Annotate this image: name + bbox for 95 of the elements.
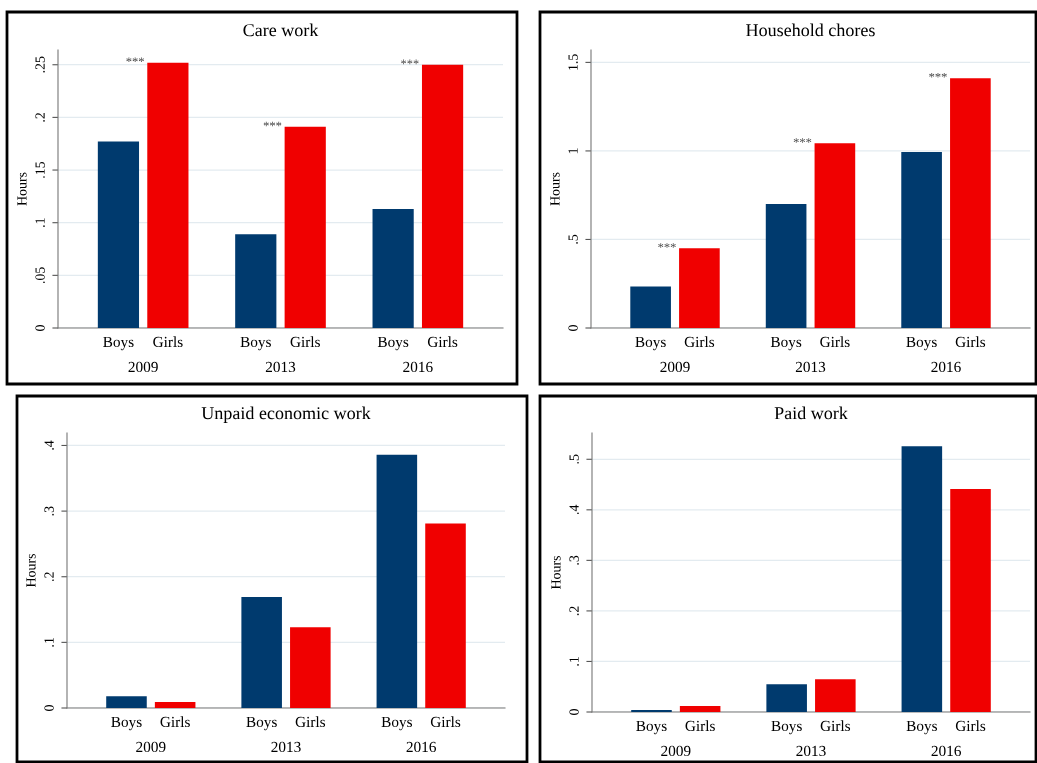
x-tick-label: 2016 bbox=[403, 361, 433, 373]
y-tick-label: .4 bbox=[569, 504, 579, 515]
bar bbox=[376, 454, 418, 708]
bar bbox=[901, 446, 943, 712]
text: Boys bbox=[377, 336, 409, 351]
bar bbox=[106, 696, 147, 708]
y-tick-label: .2 bbox=[569, 606, 579, 616]
chart-title: Care work bbox=[243, 23, 319, 37]
y-tick-label: .4 bbox=[44, 440, 54, 450]
text: Girls bbox=[955, 336, 986, 348]
chart-title: Household chores bbox=[746, 23, 875, 37]
y-tick-label: .1 bbox=[44, 637, 54, 647]
bar bbox=[425, 523, 466, 708]
bar bbox=[241, 597, 282, 708]
x-tick-label: 2016 bbox=[406, 741, 437, 753]
x-tick-label: 2009 bbox=[136, 741, 166, 753]
bar bbox=[765, 204, 807, 328]
x-tick-label: 2013 bbox=[795, 361, 826, 373]
annotation: *** bbox=[401, 59, 419, 65]
y-tick-label: 0 bbox=[568, 325, 578, 331]
annotation: *** bbox=[263, 121, 282, 127]
y-axis-title: Hours bbox=[550, 172, 560, 206]
text: Boys bbox=[381, 716, 412, 731]
bar bbox=[901, 151, 942, 328]
y-tick-label: .15 bbox=[35, 161, 45, 178]
bar bbox=[814, 143, 856, 328]
text: Boys bbox=[240, 336, 271, 351]
bar bbox=[235, 234, 277, 328]
series-label: Boys bbox=[636, 720, 667, 735]
y-axis-title: Hours bbox=[26, 554, 36, 588]
y-tick-label: .3 bbox=[569, 555, 579, 565]
y-axis-title: Hours bbox=[551, 556, 561, 590]
bar bbox=[372, 209, 414, 328]
x-tick-label: 2016 bbox=[931, 361, 961, 373]
x-tick-label: 2013 bbox=[265, 361, 296, 373]
text: Girls bbox=[290, 336, 320, 348]
y-tick-label: .2 bbox=[44, 572, 54, 582]
annotation: *** bbox=[658, 243, 676, 248]
y-tick-label: 0 bbox=[44, 705, 54, 711]
series-label: Girls bbox=[153, 336, 183, 348]
bar bbox=[284, 126, 326, 328]
text: Girls bbox=[820, 336, 850, 348]
text: Girls bbox=[295, 716, 326, 728]
y-tick-label: .1 bbox=[569, 657, 579, 666]
y-tick-label: .25 bbox=[35, 56, 45, 73]
y-tick-label: .05 bbox=[35, 267, 45, 284]
x-tick-label: 2013 bbox=[796, 745, 826, 757]
series-label: Girls bbox=[685, 720, 715, 732]
series-label: Girls bbox=[160, 716, 190, 728]
series-label: Girls bbox=[684, 336, 715, 348]
bar bbox=[766, 684, 807, 712]
y-tick-label: .5 bbox=[568, 234, 578, 244]
chart-title: Unpaid economic work bbox=[201, 406, 371, 423]
bar bbox=[950, 78, 991, 328]
bar bbox=[630, 286, 671, 328]
bar bbox=[421, 64, 464, 328]
text: Boys bbox=[246, 716, 277, 731]
text: Boys bbox=[770, 336, 802, 351]
annotation: *** bbox=[126, 57, 144, 63]
y-tick-label: 0 bbox=[569, 709, 579, 715]
y-tick-label: 1 bbox=[568, 148, 578, 154]
x-tick-label: 2009 bbox=[661, 745, 691, 757]
text: Girls bbox=[820, 720, 851, 732]
bar bbox=[290, 627, 331, 708]
text: Boys bbox=[906, 336, 937, 351]
bar bbox=[97, 141, 140, 328]
chart-title: Paid work bbox=[774, 406, 848, 420]
text: Boys bbox=[771, 720, 802, 735]
series-label: Boys bbox=[635, 336, 666, 351]
y-tick-label: 0 bbox=[35, 325, 45, 331]
series-label: Boys bbox=[103, 336, 134, 351]
y-tick-label: .5 bbox=[569, 454, 579, 464]
y-tick-label: .1 bbox=[35, 218, 45, 227]
x-tick-label: 2009 bbox=[128, 361, 158, 373]
x-tick-label: 2013 bbox=[271, 741, 301, 753]
bar bbox=[679, 248, 720, 328]
annotation: *** bbox=[929, 72, 947, 78]
y-axis-title: Hours bbox=[17, 172, 27, 206]
bar bbox=[950, 489, 991, 712]
bar bbox=[815, 679, 856, 712]
text: Boys bbox=[906, 720, 937, 735]
text: Girls bbox=[430, 716, 461, 728]
bar bbox=[679, 705, 721, 712]
text: Girls bbox=[427, 336, 458, 348]
annotation: *** bbox=[793, 138, 812, 143]
y-tick-label: .2 bbox=[35, 112, 45, 122]
x-tick-label: 2009 bbox=[660, 361, 690, 373]
x-tick-label: 2016 bbox=[931, 745, 962, 757]
series-label: Boys bbox=[111, 716, 142, 731]
y-tick-label: .3 bbox=[44, 506, 54, 516]
bar bbox=[147, 62, 189, 328]
bar bbox=[631, 709, 672, 712]
y-tick-label: 1.5 bbox=[568, 54, 578, 70]
text: Girls bbox=[955, 720, 986, 732]
bar bbox=[154, 702, 196, 708]
